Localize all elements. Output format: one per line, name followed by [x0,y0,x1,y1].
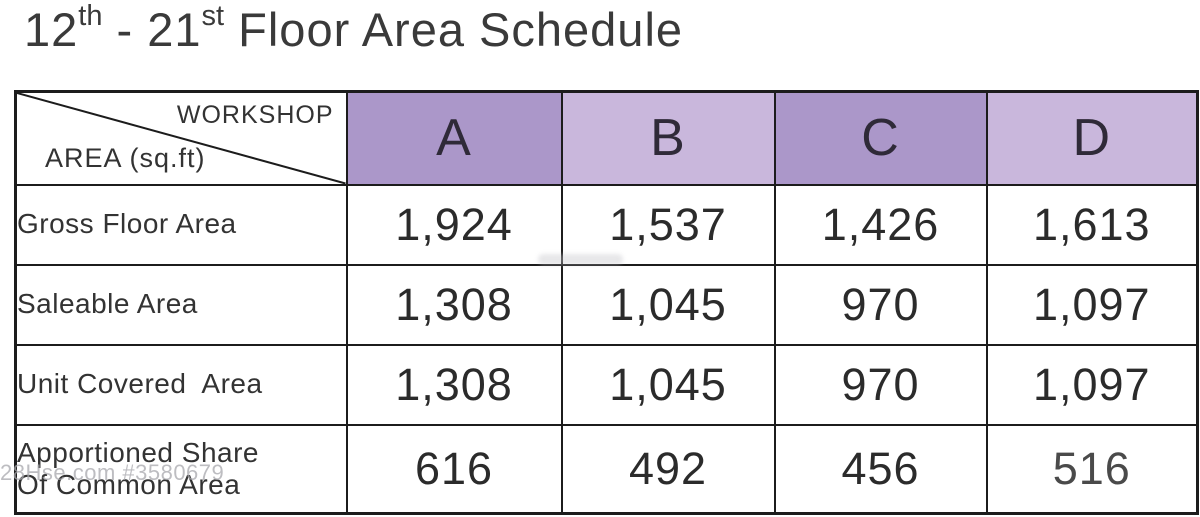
cell-covered-d: 1,097 [985,343,1199,426]
cell-gross-d: 1,613 [985,183,1199,266]
table-row-unit-covered-area: Unit Covered Area 1,308 1,045 970 1,097 [14,343,1199,426]
row-label-apportioned-share: Apportioned Share Of Common Area [14,423,348,515]
cell-saleable-d: 1,097 [985,263,1199,346]
diagonal-divider-line [17,93,346,184]
column-header-b: B [560,90,776,186]
column-header-c: C [773,90,988,186]
cell-saleable-c: 970 [773,263,988,346]
cell-common-d: 516 [985,423,1199,515]
title-dash: - [102,3,148,56]
row-label-unit-covered-area: Unit Covered Area [14,343,348,426]
row-label-gross-floor-area: Gross Floor Area [14,183,348,266]
cell-covered-c: 970 [773,343,988,426]
cell-common-a: 616 [345,423,563,515]
column-header-d: D [985,90,1199,186]
row-label-saleable-area: Saleable Area [14,263,348,346]
title-ordinal-1: th [78,0,103,33]
cell-common-b: 492 [560,423,776,515]
page-title: 12th - 21st Floor Area Schedule [24,0,684,57]
cell-gross-c: 1,426 [773,183,988,266]
cell-saleable-b: 1,045 [560,263,776,346]
cell-common-c: 456 [773,423,988,515]
cell-gross-a: 1,924 [345,183,563,266]
table-row-saleable-area: Saleable Area 1,308 1,045 970 1,097 [14,263,1199,346]
title-ordinal-2: st [201,0,225,33]
header-row: WORKSHOP AREA (sq.ft) A B C D [14,90,1199,186]
title-number-2: 21 [147,3,202,56]
cell-covered-b: 1,045 [560,343,776,426]
corner-workshop-label: WORKSHOP [176,101,334,129]
column-header-a: A [345,90,563,186]
corner-header-cell: WORKSHOP AREA (sq.ft) [14,90,348,186]
floor-area-table: WORKSHOP AREA (sq.ft) A B C D Gross Floo… [14,90,1199,515]
table-row-gross-floor-area: Gross Floor Area 1,924 1,537 1,426 1,613 [14,183,1199,266]
cell-gross-b: 1,537 [560,183,776,266]
title-rest: Floor Area Schedule [224,3,684,56]
cell-saleable-a: 1,308 [345,263,563,346]
corner-area-label: AREA (sq.ft) [45,142,206,173]
title-number-1: 12 [24,3,79,56]
cell-covered-a: 1,308 [345,343,563,426]
table-row-apportioned-share: Apportioned Share Of Common Area 616 492… [14,423,1199,515]
